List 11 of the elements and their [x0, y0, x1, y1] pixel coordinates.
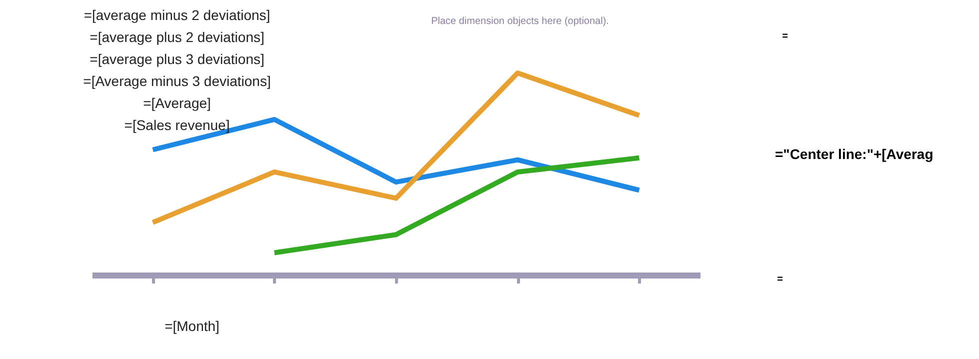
text: = — [777, 274, 784, 285]
annotation: =[Sales revenue] — [124, 117, 230, 133]
annotation: =[Average] — [143, 95, 211, 111]
annotation: =[Average minus 3 deviations] — [83, 73, 271, 89]
text: =[average plus 3 deviations] — [90, 51, 264, 67]
text: =[average plus 2 deviations] — [90, 29, 264, 45]
text: ="Center line:"+[Averag — [775, 146, 934, 162]
text: = — [782, 31, 788, 42]
text: =[average minus 2 deviations] — [84, 7, 270, 23]
x-axis-title: =[Month] — [164, 318, 220, 334]
text: Place dimension objects here (optional). — [431, 16, 609, 27]
